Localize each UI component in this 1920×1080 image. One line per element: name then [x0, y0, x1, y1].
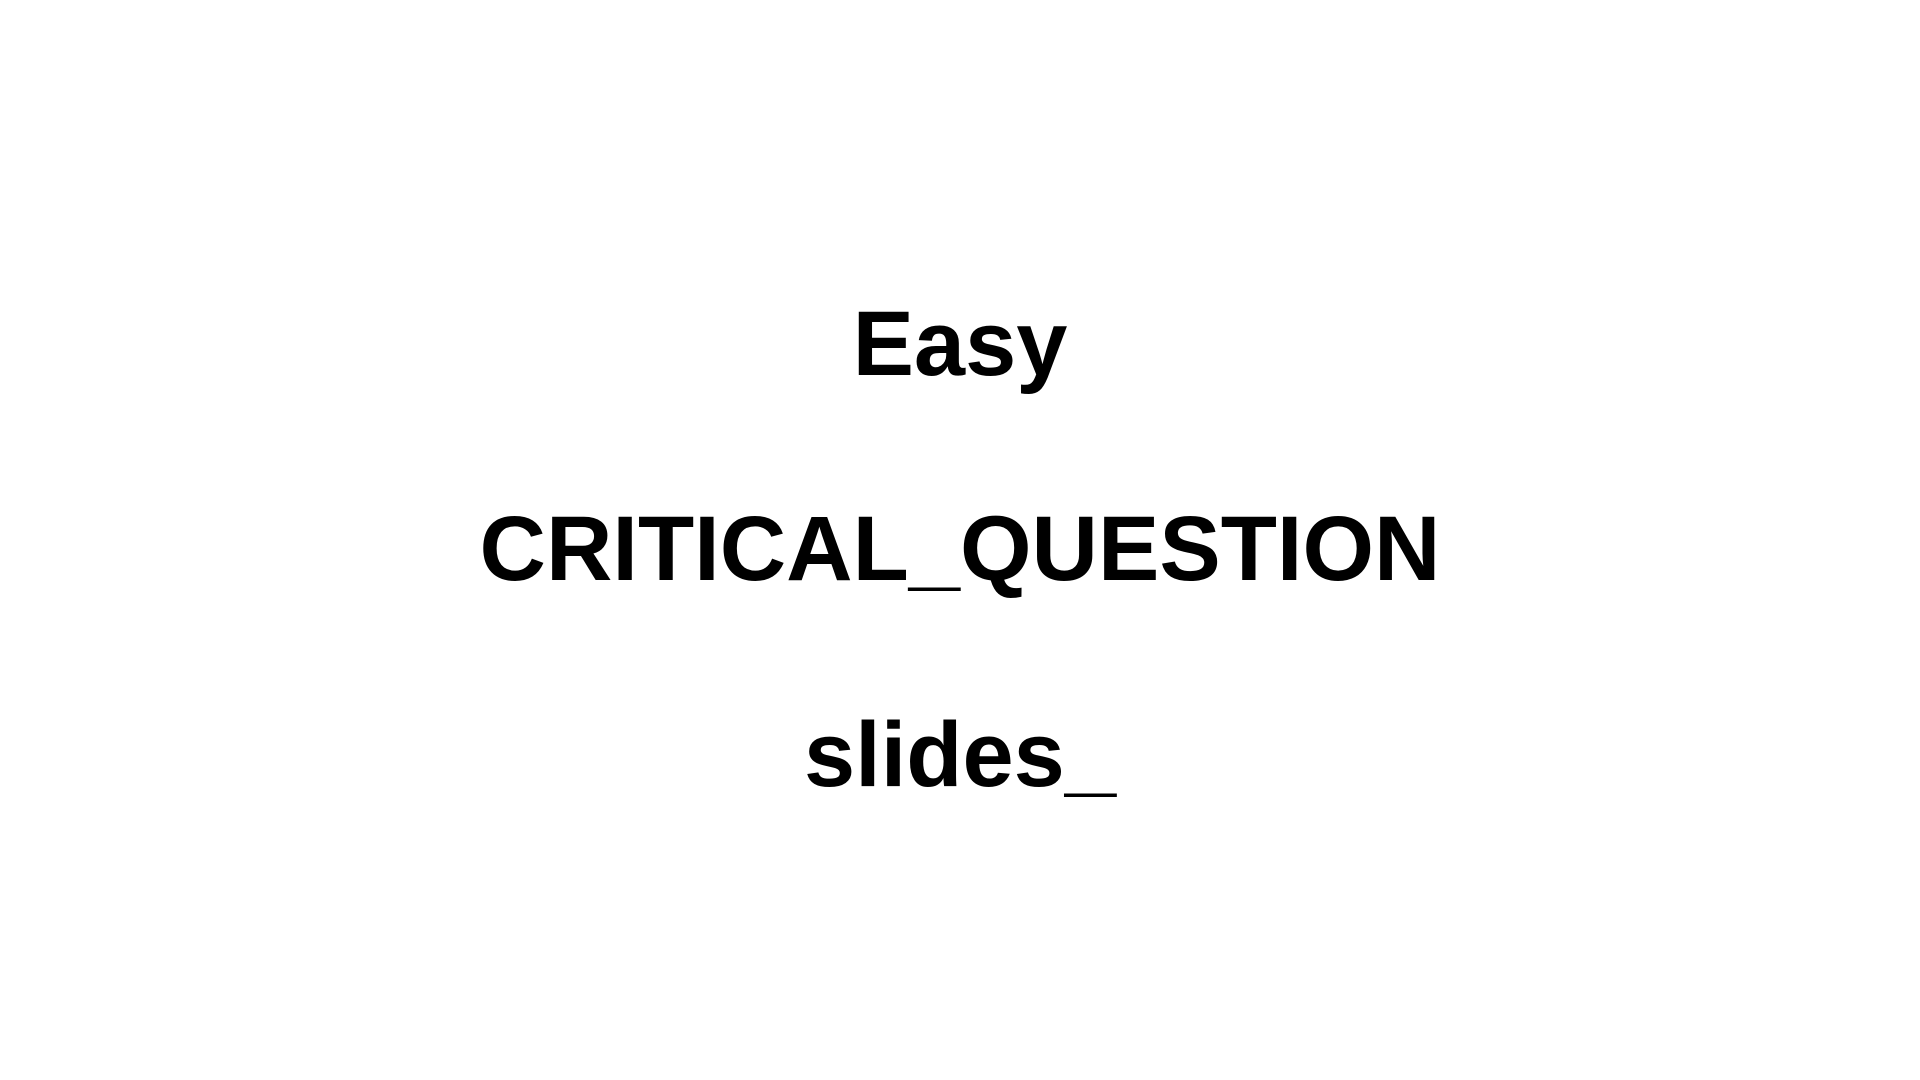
difficulty-label: Easy: [852, 293, 1068, 395]
source-label: slides_: [804, 704, 1116, 806]
category-label: CRITICAL_QUESTION: [479, 498, 1441, 600]
